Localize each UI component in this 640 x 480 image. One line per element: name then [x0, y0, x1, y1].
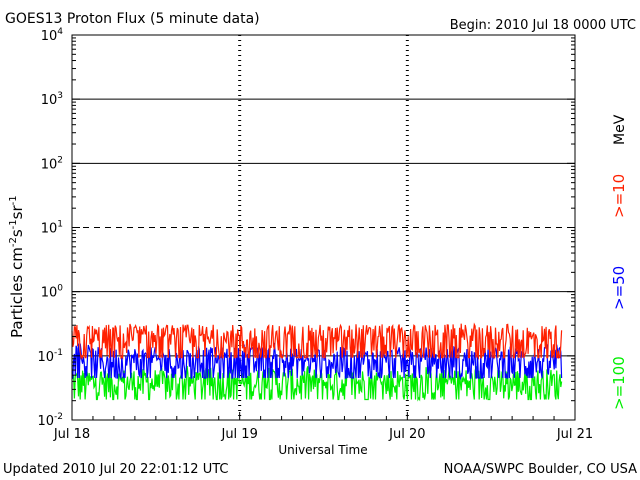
x-axis: Jul 18 Jul 19 Jul 20 Jul 21: [53, 412, 593, 442]
x-tick-label: Jul 20: [388, 427, 425, 442]
y-tick-label: 10-1: [37, 348, 63, 365]
y-axis-label: Particles cm-2s-1sr-1: [8, 195, 26, 338]
y-tick-label: 10-2: [37, 412, 63, 429]
series-line: [71, 322, 563, 360]
y-tick-label: 100: [41, 284, 64, 301]
updated-timestamp: Updated 2010 Jul 20 22:01:12 UTC: [3, 462, 228, 477]
y-axis: 10-2 10-1 100 101 102 103 104: [37, 27, 575, 429]
credit-label: NOAA/SWPC Boulder, CO USA: [444, 462, 637, 477]
x-tick-label: Jul 18: [53, 427, 90, 442]
y-tick-label: 101: [41, 220, 63, 237]
y-tick-label: 103: [41, 91, 63, 108]
x-axis-label: Universal Time: [278, 443, 367, 457]
begin-label: Begin: 2010 Jul 18 0000 UTC: [450, 18, 636, 33]
series-line: [72, 342, 563, 381]
x-tick-label: Jul 21: [556, 427, 593, 442]
units-label: MeV: [612, 114, 628, 145]
y-tick-label: 104: [41, 27, 64, 44]
legend-entry: >=50: [610, 266, 628, 310]
x-tick-label: Jul 19: [220, 427, 257, 442]
series-layer: [71, 322, 563, 402]
legend-entry: >=100: [610, 356, 628, 410]
y-tick-label: 102: [41, 155, 63, 172]
chart-title: GOES13 Proton Flux (5 minute data): [5, 11, 260, 27]
legend-entry: >=10: [610, 174, 628, 218]
